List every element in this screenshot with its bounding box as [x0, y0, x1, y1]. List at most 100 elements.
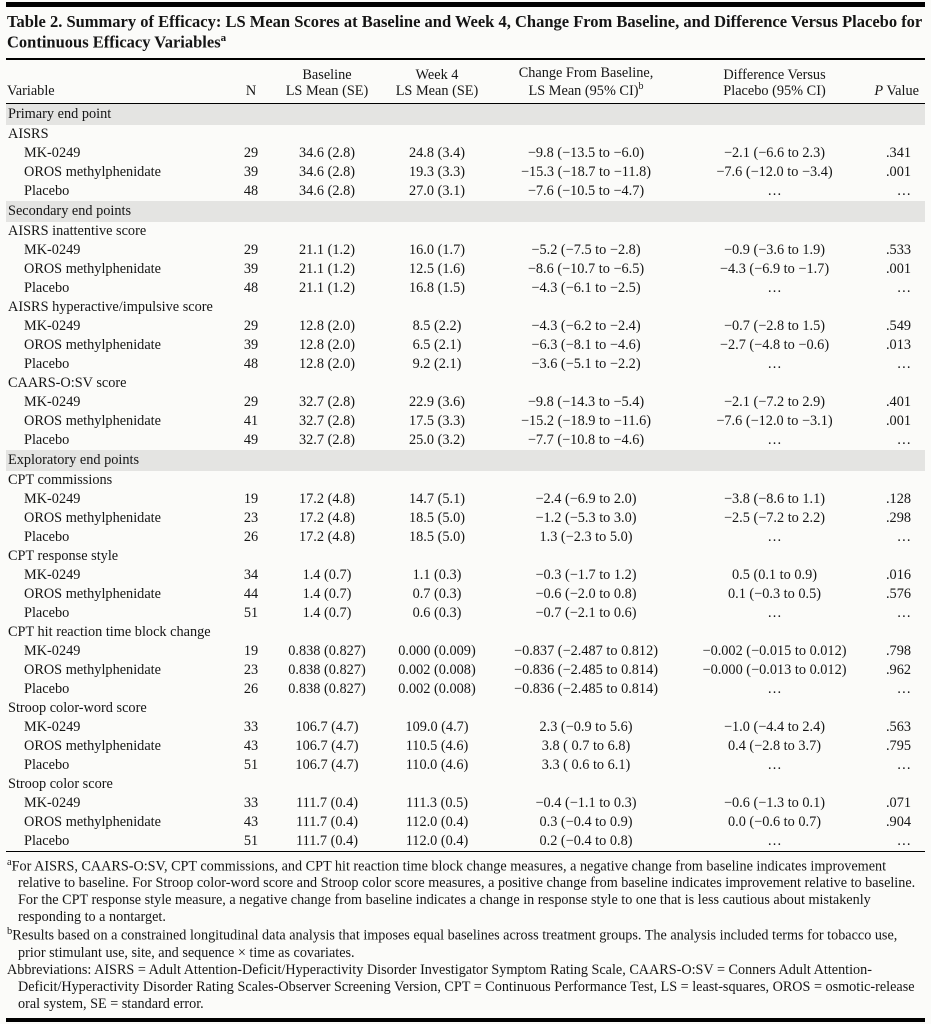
week4-cell: 110.0 (4.6): [405, 756, 469, 773]
n-cell: 51: [243, 832, 259, 849]
variable-cell: OROS methylphenidate: [24, 813, 161, 830]
section-label: Secondary end points: [6, 200, 925, 222]
group-row: Stroop color score: [6, 775, 925, 794]
difference-cell: …: [767, 832, 782, 849]
difference-cell: …: [767, 604, 782, 621]
group-label: AISRS: [8, 125, 49, 142]
group-label: AISRS inattentive score: [8, 222, 147, 239]
col-header-n-label: N: [245, 82, 257, 99]
week4-cell: 25.0 (3.2): [409, 431, 465, 448]
n-cell: 48: [243, 182, 259, 199]
change-cell: −1.2 (−5.3 to 3.0): [535, 509, 637, 526]
difference-cell: −2.5 (−7.2 to 2.2): [723, 509, 826, 526]
week4-cell: 6.5 (2.1): [412, 336, 462, 353]
pvalue-cell: .576: [885, 585, 911, 602]
baseline-cell: 111.7 (0.4): [295, 813, 359, 830]
baseline-cell: 34.6 (2.8): [299, 182, 355, 199]
variable-cell: OROS methylphenidate: [24, 509, 161, 526]
week4-cell: 12.5 (1.6): [409, 260, 465, 277]
col-header-p-italic: P: [874, 82, 884, 99]
pvalue-cell: …: [896, 182, 911, 199]
pvalue-cell: .298: [885, 509, 911, 526]
data-row: Placebo 49 32.7 (2.8) 25.0 (3.2) −7.7 (−10.8…: [6, 431, 925, 450]
section-label: Primary end point: [6, 103, 925, 125]
variable-cell: OROS methylphenidate: [24, 260, 161, 277]
section-row: Primary end point: [6, 103, 925, 125]
footnote: aFor AISRS, CAARS-O:SV, CPT commissions,…: [7, 856, 916, 925]
change-cell: −0.836 (−2.485 to 0.814): [514, 661, 658, 678]
group-row: CPT response style: [6, 547, 925, 566]
col-header-week4-line1: Week 4: [415, 66, 459, 83]
baseline-cell: 34.6 (2.8): [299, 163, 355, 180]
baseline-cell: 12.8 (2.0): [299, 336, 355, 353]
difference-cell: −4.3 (−6.9 to −1.7): [719, 260, 830, 277]
week4-cell: 0.6 (0.3): [412, 604, 462, 621]
week4-cell: 109.0 (4.7): [405, 718, 469, 735]
difference-cell: −0.000 (−0.013 to 0.012): [702, 661, 847, 678]
group-label: Stroop color-word score: [8, 699, 147, 716]
pvalue-cell: …: [896, 528, 911, 545]
col-header-baseline-line1: Baseline: [302, 66, 352, 83]
table-title: Table 2. Summary of Efficacy: LS Mean Sc…: [6, 7, 925, 60]
data-row: MK-0249 33 111.7 (0.4) 111.3 (0.5) −0.4 (−1.…: [6, 794, 925, 813]
variable-cell: MK-0249: [24, 566, 81, 583]
bottom-rule: [6, 1017, 925, 1022]
col-header-n: N: [234, 59, 268, 104]
efficacy-table: Variable N Baseline LS Mean (SE) Week 4 …: [6, 59, 925, 851]
change-cell: 3.3 ( 0.6 to 6.1): [541, 756, 631, 773]
change-cell: 2.3 (−0.9 to 5.6): [539, 718, 633, 735]
week4-cell: 112.0 (0.4): [405, 813, 469, 830]
footnote-marker: b: [7, 926, 13, 938]
week4-cell: 18.5 (5.0): [409, 509, 465, 526]
baseline-cell: 21.1 (1.2): [299, 260, 355, 277]
variable-cell: OROS methylphenidate: [24, 163, 161, 180]
baseline-cell: 32.7 (2.8): [299, 393, 355, 410]
baseline-cell: 17.2 (4.8): [299, 509, 355, 526]
change-cell: −0.837 (−2.487 to 0.812): [514, 642, 658, 659]
difference-cell: …: [767, 431, 782, 448]
footnote: Abbreviations: AISRS = Adult Attention-D…: [7, 962, 915, 1012]
pvalue-cell: …: [896, 355, 911, 372]
n-cell: 39: [243, 336, 259, 353]
pvalue-cell: .401: [885, 393, 911, 410]
n-cell: 39: [243, 163, 259, 180]
data-row: OROS methylphenidate 43 106.7 (4.7) 110.5 (…: [6, 737, 925, 756]
week4-cell: 19.3 (3.3): [409, 163, 465, 180]
difference-cell: 0.5 (0.1 to 0.9): [732, 566, 817, 583]
header-row: Variable N Baseline LS Mean (SE) Week 4 …: [6, 59, 925, 104]
week4-cell: 18.5 (5.0): [409, 528, 465, 545]
pvalue-cell: .341: [885, 144, 911, 161]
n-cell: 43: [243, 737, 259, 754]
difference-cell: 0.0 (−0.6 to 0.7): [727, 813, 822, 830]
difference-cell: −7.6 (−12.0 to −3.4): [716, 163, 833, 180]
n-cell: 43: [243, 813, 259, 830]
week4-cell: 16.0 (1.7): [409, 241, 465, 258]
data-row: OROS methylphenidate 23 17.2 (4.8) 18.5 (5.…: [6, 509, 925, 528]
variable-cell: Placebo: [24, 279, 70, 296]
baseline-cell: 111.7 (0.4): [295, 832, 359, 849]
n-cell: 49: [243, 431, 259, 448]
data-row: MK-0249 29 12.8 (2.0) 8.5 (2.2) −4.3 (−6.2 t…: [6, 317, 925, 336]
data-row: OROS methylphenidate 44 1.4 (0.7) 0.7 (0.3)…: [6, 585, 925, 604]
n-cell: 48: [243, 355, 259, 372]
change-cell: 3.8 ( 0.7 to 6.8): [541, 737, 631, 754]
week4-cell: 1.1 (0.3): [412, 566, 462, 583]
pvalue-cell: .001: [885, 163, 911, 180]
data-row: OROS methylphenidate 41 32.7 (2.8) 17.5 (3.…: [6, 412, 925, 431]
week4-cell: 0.000 (0.009): [398, 642, 476, 659]
week4-cell: 111.3 (0.5): [405, 794, 469, 811]
variable-cell: MK-0249: [24, 317, 81, 334]
baseline-cell: 17.2 (4.8): [299, 528, 355, 545]
pvalue-cell: .071: [885, 794, 911, 811]
pvalue-cell: .013: [885, 336, 911, 353]
group-row: CAARS-O:SV score: [6, 374, 925, 393]
col-header-pvalue: P Value: [865, 59, 925, 104]
variable-cell: Placebo: [24, 355, 70, 372]
change-cell: −9.8 (−13.5 to −6.0): [527, 144, 645, 161]
group-row: CPT commissions: [6, 471, 925, 490]
baseline-cell: 0.838 (0.827): [288, 642, 366, 659]
difference-cell: …: [767, 355, 782, 372]
footnote: bResults based on a constrained longitud…: [7, 926, 898, 961]
section-row: Exploratory end points: [6, 449, 925, 471]
